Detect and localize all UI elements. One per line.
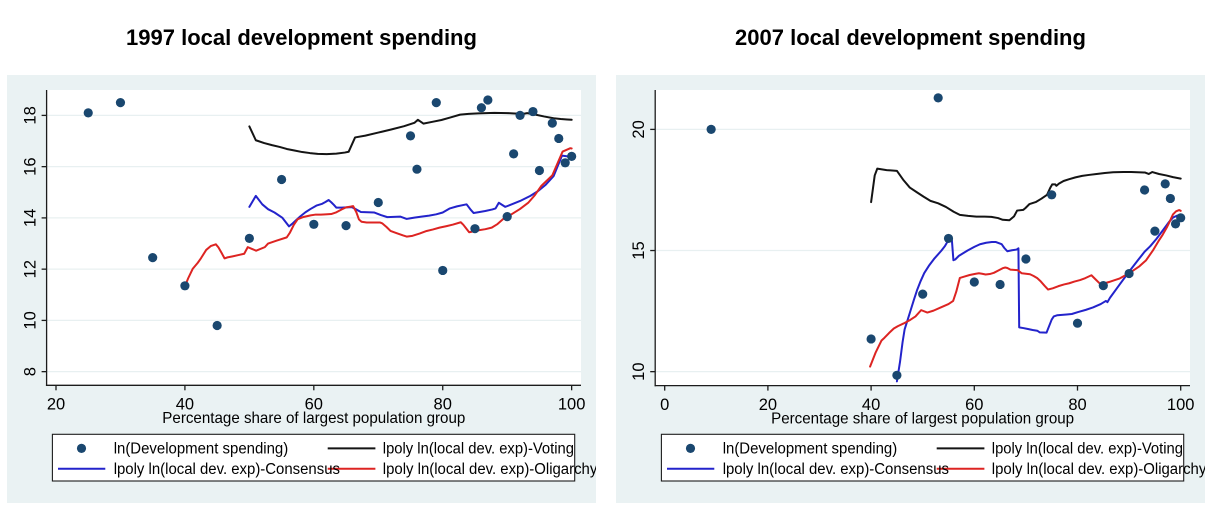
svg-text:40: 40 [862,396,880,414]
svg-text:8: 8 [21,367,39,376]
svg-text:0: 0 [660,396,669,414]
svg-text:80: 80 [434,396,452,414]
svg-text:15: 15 [630,241,648,259]
svg-text:20: 20 [630,120,648,138]
svg-text:lpoly ln(local dev. exp)-Conse: lpoly ln(local dev. exp)-Consensus [723,461,950,478]
svg-text:lpoly ln(local dev. exp)-Votin: lpoly ln(local dev. exp)-Voting [992,441,1183,458]
svg-text:lpoly ln(local dev. exp)-Votin: lpoly ln(local dev. exp)-Voting [383,441,574,458]
svg-text:20: 20 [47,396,65,414]
svg-text:ln(Development spending): ln(Development spending) [723,441,898,458]
svg-text:1997 local development spendin: 1997 local development spending [126,25,477,50]
svg-text:20: 20 [759,396,777,414]
svg-text:100: 100 [558,396,586,414]
svg-text:ln(Development spending): ln(Development spending) [114,441,289,458]
svg-text:lpoly ln(local dev. exp)-Conse: lpoly ln(local dev. exp)-Consensus [114,461,341,478]
svg-text:60: 60 [305,396,323,414]
svg-text:10: 10 [630,362,648,380]
svg-text:12: 12 [21,260,39,278]
svg-text:60: 60 [965,396,983,414]
svg-text:80: 80 [1068,396,1086,414]
svg-text:Percentage share of largest po: Percentage share of largest population g… [771,411,1074,428]
svg-text:10: 10 [21,311,39,329]
svg-text:lpoly ln(local dev. exp)-Oliga: lpoly ln(local dev. exp)-Oligarchy [383,461,598,478]
svg-text:Percentage share of largest po: Percentage share of largest population g… [162,410,465,427]
svg-text:40: 40 [176,396,194,414]
svg-text:18: 18 [21,106,39,124]
svg-text:100: 100 [1167,396,1195,414]
svg-text:14: 14 [21,209,39,227]
svg-text:2007 local development spendin: 2007 local development spending [735,25,1086,50]
svg-text:16: 16 [21,157,39,175]
svg-text:lpoly ln(local dev. exp)-Oliga: lpoly ln(local dev. exp)-Oligarchy [992,461,1207,478]
